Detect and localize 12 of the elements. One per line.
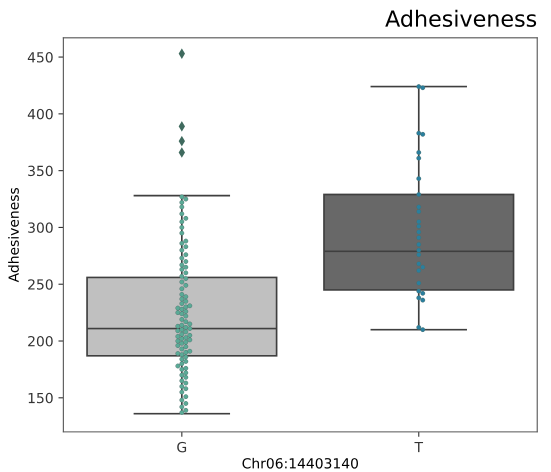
x-tick-label: T — [414, 442, 424, 452]
y-tick-label: 250 — [28, 279, 53, 290]
y-tick-label: 400 — [28, 108, 53, 120]
x-tick-label: G — [177, 442, 186, 452]
y-tick-label: 350 — [28, 166, 53, 176]
y-tick-label: 300 — [28, 222, 53, 233]
y-tick-label: 150 — [28, 392, 53, 404]
y-tick-label: 450 — [28, 52, 53, 63]
y-tick-label: 200 — [28, 336, 53, 346]
chart-title: Adhesiveness — [385, 10, 536, 27]
y-axis-title: Adhesiveness — [8, 188, 19, 282]
x-axis-title: Chr06:14403140 — [242, 458, 358, 469]
